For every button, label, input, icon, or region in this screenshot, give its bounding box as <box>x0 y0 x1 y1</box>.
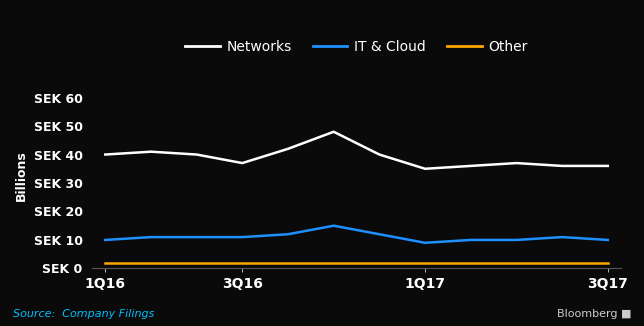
Text: Bloomberg ■: Bloomberg ■ <box>556 309 631 319</box>
Other <box>421 261 429 265</box>
Networks <box>101 153 109 156</box>
Line: IT & Cloud: IT & Cloud <box>105 226 608 243</box>
Other <box>558 261 566 265</box>
IT & Cloud <box>513 238 520 242</box>
IT & Cloud <box>238 235 246 239</box>
Text: Source:  Company Filings: Source: Company Filings <box>13 309 155 319</box>
Y-axis label: Billions: Billions <box>15 151 28 201</box>
Other <box>467 261 475 265</box>
Other <box>193 261 200 265</box>
IT & Cloud <box>467 238 475 242</box>
Other <box>101 261 109 265</box>
Networks <box>375 153 383 156</box>
IT & Cloud <box>193 235 200 239</box>
Networks <box>330 130 337 134</box>
Other <box>238 261 246 265</box>
Networks <box>467 164 475 168</box>
Other <box>284 261 292 265</box>
Networks <box>558 164 566 168</box>
IT & Cloud <box>284 232 292 236</box>
Networks <box>604 164 612 168</box>
Other <box>330 261 337 265</box>
Networks <box>238 161 246 165</box>
Other <box>375 261 383 265</box>
IT & Cloud <box>375 232 383 236</box>
Line: Networks: Networks <box>105 132 608 169</box>
Other <box>513 261 520 265</box>
Networks <box>513 161 520 165</box>
IT & Cloud <box>558 235 566 239</box>
Networks <box>147 150 155 154</box>
Networks <box>193 153 200 156</box>
IT & Cloud <box>604 238 612 242</box>
Other <box>604 261 612 265</box>
IT & Cloud <box>147 235 155 239</box>
IT & Cloud <box>330 224 337 228</box>
Legend: Networks, IT & Cloud, Other: Networks, IT & Cloud, Other <box>180 35 534 60</box>
Other <box>147 261 155 265</box>
IT & Cloud <box>101 238 109 242</box>
Networks <box>284 147 292 151</box>
IT & Cloud <box>421 241 429 245</box>
Networks <box>421 167 429 171</box>
